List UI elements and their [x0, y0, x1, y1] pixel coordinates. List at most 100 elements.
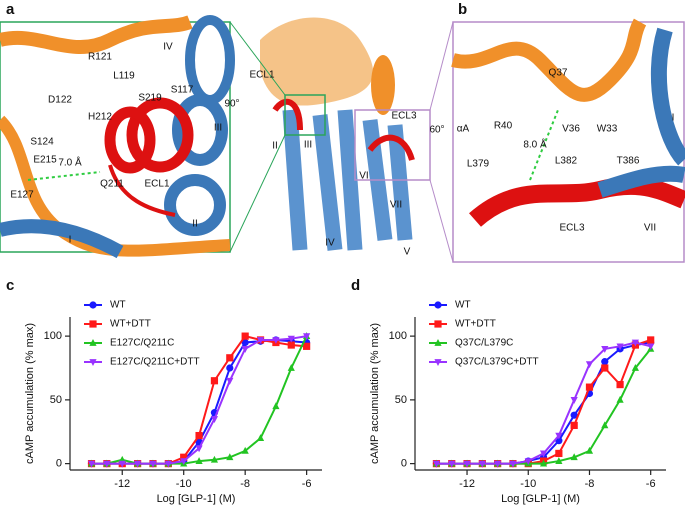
data-point [616, 380, 624, 389]
data-point [180, 453, 188, 461]
panel-label: c [6, 277, 14, 294]
data-point [272, 337, 280, 344]
structure-label: ECL3 [559, 223, 584, 234]
data-point [272, 402, 280, 410]
panel-b-art [451, 18, 685, 263]
data-point [134, 460, 142, 468]
data-point [555, 432, 563, 440]
data-point [210, 377, 219, 385]
data-point [432, 460, 441, 468]
data-point [509, 460, 517, 468]
data-point [555, 449, 563, 458]
data-point [601, 345, 609, 353]
structure-label: W33 [597, 124, 618, 135]
data-point [241, 338, 249, 347]
legend-marker [434, 320, 442, 328]
data-point [226, 354, 234, 362]
y-axis-label: cAMP accumulation (% max) [369, 323, 381, 464]
x-tick-label: -10 [176, 478, 192, 490]
x-tick-label: -6 [302, 478, 312, 490]
data-point [303, 342, 311, 350]
legend-label: WT+DTT [110, 319, 151, 330]
x-axis-label: Log [GLP-1] (M) [157, 493, 236, 505]
structure-label: I [672, 113, 675, 124]
data-point [570, 421, 578, 429]
y-tick-label: 50 [395, 394, 407, 406]
data-point [616, 395, 624, 403]
data-point [631, 364, 639, 371]
legend-marker [89, 359, 97, 366]
structure-label: 8.0 Å [523, 138, 547, 151]
data-point [601, 364, 609, 372]
legend-marker [434, 359, 442, 366]
structure-label: R121 [88, 52, 112, 63]
y-tick-label: 100 [44, 330, 62, 342]
structure-label: S219 [138, 93, 162, 104]
data-point [448, 460, 456, 468]
data-point [585, 383, 594, 391]
data-point [180, 458, 188, 466]
data-point [463, 460, 471, 468]
panel-label: b [458, 1, 467, 18]
structure-label: IV [163, 42, 173, 53]
data-point [164, 460, 172, 468]
structure-label: S117 [171, 85, 194, 96]
data-point [241, 332, 249, 340]
structure-label: V [404, 247, 411, 258]
data-point [195, 445, 203, 453]
structure-label: II [272, 141, 278, 152]
x-tick-label: -8 [585, 478, 595, 490]
y-tick-label: 50 [50, 394, 62, 406]
panel-label: a [6, 1, 15, 18]
data-point [103, 460, 111, 468]
data-point [87, 460, 96, 468]
data-point [478, 460, 486, 468]
structure-label: II [192, 219, 198, 230]
data-point [524, 458, 532, 466]
structure-label: L119 [113, 71, 135, 82]
panel-a-art [0, 15, 235, 259]
structure-label: I [69, 235, 72, 246]
legend-label: Q37C/L379C [455, 338, 513, 349]
legend-marker [434, 339, 442, 346]
x-tick-label: -10 [520, 478, 536, 490]
x-tick-label: -8 [240, 478, 250, 490]
data-point [195, 457, 203, 464]
structure-label: D122 [48, 95, 72, 106]
structure-label: 90° [224, 99, 239, 110]
x-axis-label: Log [GLP-1] (M) [501, 493, 580, 505]
structure-label: ECL3 [391, 111, 416, 122]
panel-label: d [351, 277, 360, 294]
data-point [287, 341, 295, 349]
legend-label: E127C/Q211C+DTT [110, 357, 200, 368]
data-point [570, 453, 578, 461]
data-point [585, 446, 594, 454]
structure-label: VII [390, 200, 402, 211]
data-point [601, 421, 609, 429]
structure-label: ECL1 [249, 70, 274, 81]
structure-label: R40 [494, 121, 513, 132]
structure-label: S124 [30, 137, 54, 148]
legend-label: E127C/Q211C [110, 338, 174, 349]
structure-label: T386 [617, 156, 640, 167]
data-point [226, 453, 234, 461]
x-tick-label: -6 [646, 478, 656, 490]
x-tick-label: -12 [114, 478, 130, 490]
data-point [631, 339, 639, 347]
data-point [287, 335, 295, 343]
data-point [256, 337, 265, 344]
legend-label: Q37C/L379C+DTT [455, 357, 539, 368]
x-tick-label: -12 [459, 478, 475, 490]
y-tick-label: 0 [56, 458, 62, 470]
data-point [195, 431, 203, 440]
data-point [539, 459, 548, 467]
center-art [229, 17, 454, 263]
data-point [494, 460, 502, 468]
structure-label: VI [359, 171, 368, 182]
data-point [241, 446, 249, 454]
structure-label: ECL1 [144, 179, 169, 190]
data-point [241, 345, 249, 353]
data-point [570, 411, 578, 419]
data-point [647, 343, 655, 351]
